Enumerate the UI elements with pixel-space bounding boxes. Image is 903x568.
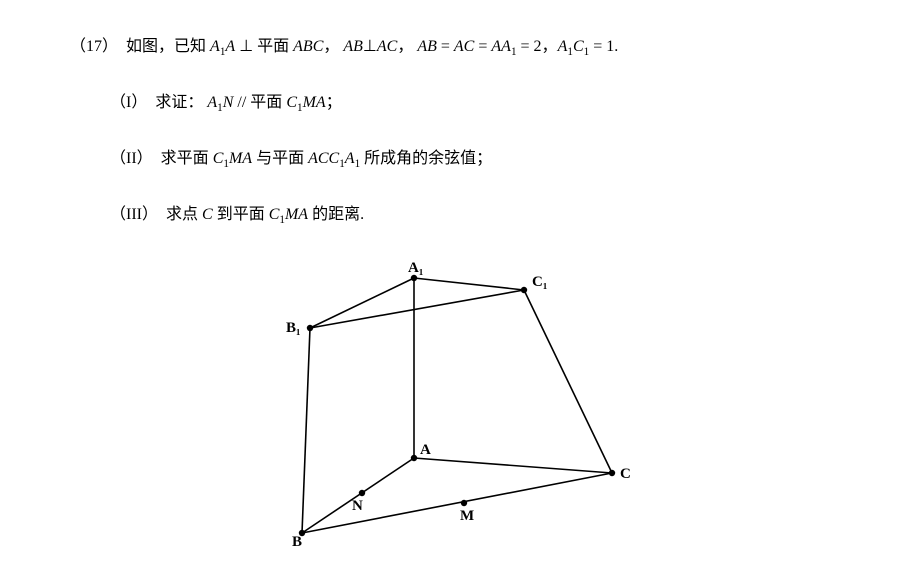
m-a: A bbox=[225, 38, 235, 55]
m-a1: A bbox=[210, 38, 220, 55]
point-B1 bbox=[306, 325, 312, 331]
eq3: = 2， bbox=[517, 38, 558, 55]
edge-A1-B1 bbox=[310, 278, 414, 328]
point-C1 bbox=[520, 287, 526, 293]
p3-txt-b: 到平面 bbox=[217, 206, 269, 223]
p1-end: ； bbox=[326, 94, 342, 111]
problem-statement: （17） 如图，已知 A1A ⊥ 平面 ABC， AB⊥AC， AB = AC … bbox=[70, 34, 863, 62]
perp-text-1: ⊥ 平面 bbox=[239, 38, 293, 55]
part-1: （I） 求证： A1N // 平面 C1MA； bbox=[110, 90, 863, 118]
label-A: A bbox=[420, 442, 431, 458]
part2-num: （II） bbox=[110, 150, 153, 167]
geometry-figure: A B C A₁ B₁ C₁ N M bbox=[202, 258, 702, 548]
p2-m4s: 1 bbox=[355, 158, 361, 170]
p1-m2: N bbox=[223, 94, 234, 111]
edge-A1-C1 bbox=[414, 278, 524, 290]
point-C bbox=[608, 470, 614, 476]
m-ac2: AC bbox=[454, 38, 474, 55]
p2-txt-c: 所成角的余弦值； bbox=[364, 150, 492, 167]
p2-m4: A bbox=[345, 150, 355, 167]
edge-B-C bbox=[302, 473, 612, 533]
m-ab2: AB bbox=[417, 38, 437, 55]
label-B: B bbox=[292, 534, 302, 548]
edge-A-C bbox=[414, 458, 612, 473]
p1-m4: MA bbox=[303, 94, 326, 111]
m-abc: ABC bbox=[293, 38, 323, 55]
sep2: ， bbox=[397, 38, 413, 55]
eq2: = bbox=[474, 38, 491, 55]
point-A bbox=[410, 455, 416, 461]
p2-m3: ACC bbox=[308, 150, 339, 167]
p2-m1: C bbox=[213, 150, 224, 167]
p3-m1: C bbox=[202, 206, 213, 223]
point-N bbox=[358, 490, 364, 496]
point-M bbox=[460, 500, 466, 506]
p2-txt-b: 与平面 bbox=[256, 150, 308, 167]
m-c1: C bbox=[573, 38, 584, 55]
label-C1: C₁ bbox=[532, 274, 547, 290]
part3-num: （III） bbox=[110, 206, 158, 223]
eq1: = bbox=[437, 38, 454, 55]
p3-m3: MA bbox=[285, 206, 308, 223]
edge-B1-C1 bbox=[310, 290, 524, 328]
p3-m2: C bbox=[269, 206, 280, 223]
part-3: （III） 求点 C 到平面 C1MA 的距离. bbox=[110, 202, 863, 230]
intro-text: 如图，已知 bbox=[126, 38, 210, 55]
m-ab: AB bbox=[343, 38, 363, 55]
m-ac: AC bbox=[377, 38, 397, 55]
p3-txt-a: 求点 bbox=[166, 206, 202, 223]
problem-number: （17） bbox=[70, 38, 118, 55]
m-a1b: A bbox=[558, 38, 568, 55]
p1-m1: A bbox=[207, 94, 217, 111]
part1-num: （I） bbox=[110, 94, 147, 111]
perp2: ⊥ bbox=[363, 38, 377, 55]
p1-par: // 平面 bbox=[237, 94, 286, 111]
sep1: ， bbox=[323, 38, 339, 55]
eq4: = 1. bbox=[589, 38, 618, 55]
p3-txt-c: 的距离. bbox=[312, 206, 364, 223]
label-M: M bbox=[460, 508, 474, 524]
label-A1: A₁ bbox=[408, 260, 423, 276]
figure-svg: A B C A₁ B₁ C₁ N M bbox=[202, 258, 702, 548]
p2-m2: MA bbox=[229, 150, 252, 167]
edge-B-B1 bbox=[302, 328, 310, 533]
part1-txt-a: 求证： bbox=[155, 94, 203, 111]
label-N: N bbox=[352, 498, 363, 514]
label-C: C bbox=[620, 466, 631, 482]
p2-txt-a: 求平面 bbox=[161, 150, 213, 167]
label-B1: B₁ bbox=[286, 320, 301, 336]
part-2: （II） 求平面 C1MA 与平面 ACC1A1 所成角的余弦值； bbox=[110, 146, 863, 174]
m-aa1: AA bbox=[491, 38, 511, 55]
p1-m3: C bbox=[286, 94, 297, 111]
edge-C-C1 bbox=[524, 290, 612, 473]
